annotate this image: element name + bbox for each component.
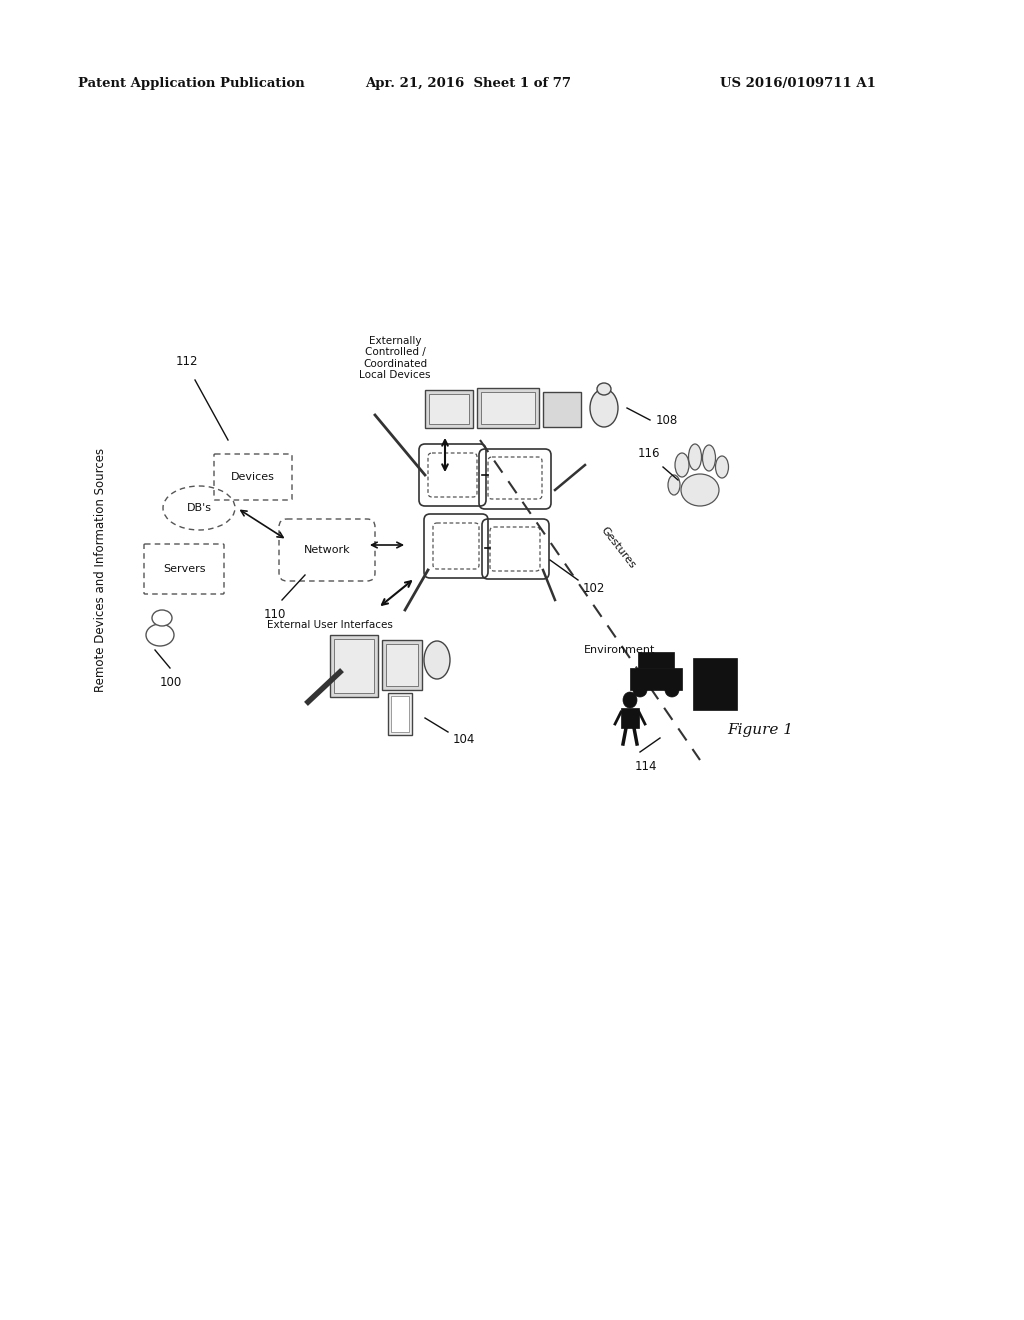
Ellipse shape: [590, 389, 618, 426]
Text: 112: 112: [176, 355, 199, 368]
Bar: [543, 392, 581, 426]
Ellipse shape: [597, 383, 611, 395]
Bar: [477, 388, 539, 428]
Bar: [334, 639, 374, 693]
Ellipse shape: [633, 682, 647, 697]
Text: External User Interfaces: External User Interfaces: [267, 620, 393, 630]
Text: 114: 114: [635, 760, 657, 774]
Ellipse shape: [146, 624, 174, 645]
Text: Devices: Devices: [231, 473, 274, 482]
Bar: [382, 640, 422, 690]
Text: Environment: Environment: [585, 645, 655, 655]
Bar: [391, 696, 409, 733]
Text: Network: Network: [304, 545, 350, 554]
Ellipse shape: [665, 682, 679, 697]
Text: Servers: Servers: [163, 564, 205, 574]
Text: Patent Application Publication: Patent Application Publication: [78, 77, 305, 90]
Ellipse shape: [688, 444, 701, 470]
Bar: [481, 392, 535, 424]
Text: 116: 116: [638, 447, 660, 459]
Bar: [330, 635, 378, 697]
Ellipse shape: [152, 610, 172, 626]
Ellipse shape: [675, 453, 689, 477]
Text: Figure 1: Figure 1: [727, 723, 793, 737]
Text: Remote Devices and Information Sources: Remote Devices and Information Sources: [93, 447, 106, 692]
Text: Externally
Controlled /
Coordinated
Local Devices: Externally Controlled / Coordinated Loca…: [359, 335, 431, 380]
Bar: [388, 693, 412, 735]
Text: 104: 104: [453, 733, 475, 746]
Ellipse shape: [424, 642, 450, 678]
Bar: [425, 389, 473, 428]
Text: Apr. 21, 2016  Sheet 1 of 77: Apr. 21, 2016 Sheet 1 of 77: [365, 77, 571, 90]
Text: 108: 108: [656, 413, 678, 426]
Text: 110: 110: [264, 609, 286, 620]
Text: Gestures: Gestures: [599, 525, 637, 570]
Bar: [386, 644, 418, 686]
Bar: [630, 668, 682, 690]
Text: 102: 102: [583, 582, 605, 595]
Ellipse shape: [668, 475, 680, 495]
Ellipse shape: [702, 445, 716, 471]
Ellipse shape: [623, 692, 637, 708]
Bar: [621, 708, 639, 729]
Text: DB's: DB's: [186, 503, 212, 513]
Ellipse shape: [681, 474, 719, 506]
Bar: [693, 657, 737, 710]
Text: 100: 100: [160, 676, 182, 689]
Ellipse shape: [716, 455, 728, 478]
Text: US 2016/0109711 A1: US 2016/0109711 A1: [720, 77, 876, 90]
Bar: [429, 393, 469, 424]
Bar: [638, 652, 674, 668]
